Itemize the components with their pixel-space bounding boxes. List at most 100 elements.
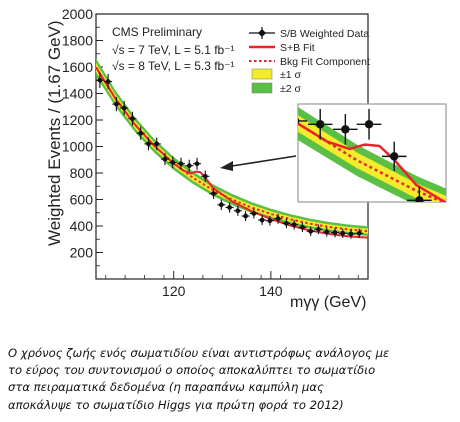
inset-point-marker [364,120,374,129]
data-point-marker [138,130,144,136]
higgs-diphoton-chart: Weighted Events / (1.67 GeV) mγγ (GeV) C… [45,6,447,311]
data-point-marker [202,173,208,179]
legend-label-2sigma: ±2 σ [280,83,302,95]
zoom-arrow [220,155,297,171]
data-point [217,199,226,210]
inset-point-marker [439,225,447,233]
y-tick-label: 1000 [62,139,93,155]
band-1sigma [96,62,368,234]
data-point [136,126,145,140]
data-point-marker [146,141,151,147]
data-point [258,215,267,225]
inset-point-marker [390,152,399,161]
data-point-marker [324,229,330,235]
data-point [249,208,258,219]
data-point [338,228,347,238]
x-tick-label: 120 [162,283,186,299]
data-point-marker [259,217,265,223]
data-point-marker [251,211,257,216]
data-point-marker [300,224,305,230]
inset-point-marker [316,120,325,129]
y-tick-label: 1600 [62,59,93,75]
inset-data-point [307,108,333,140]
data-point [330,227,340,238]
data-point [355,228,364,238]
data-point-marker [170,160,176,165]
data-point-marker [218,202,224,208]
data-point-marker [356,230,362,236]
data-point [225,202,234,213]
caption-line: αποκάλυψε το σωματίδιο Higgs για πρώτη φ… [8,397,344,412]
data-points [95,72,364,239]
y-ticks: 200 400 600 800 1000 1200 1400 1600 1800 2000 [62,6,103,267]
data-point-marker [154,141,160,147]
data-point [298,222,307,233]
data-point-marker [121,105,127,111]
data-point [104,73,113,90]
caption-line: στα πειραματικά δεδομένα (η παραπάνω καμ… [8,380,324,395]
legend-label-bkg: Bkg Fit Component [280,56,370,68]
inset-point-marker [415,196,424,202]
data-point-marker [284,220,289,226]
data-point [120,100,129,116]
legend-swatch-1sigma [251,68,273,80]
y-tick-label: 2000 [62,6,93,22]
legend-swatch-2sigma [251,82,273,94]
inset-data-point [356,108,382,140]
data-point-marker [97,77,103,83]
data-point [282,218,291,229]
subtitle-line-2: √s = 8 TeV, L = 5.3 fb⁻¹ [112,59,235,73]
data-point [274,213,283,224]
x-ticks: 120 140 [105,271,359,299]
legend-label-data: S/B Weighted Data [280,28,369,40]
figure-caption: Ο χρόνος ζωής ενός σωματιδίου είναι αντι… [8,345,454,414]
inset-data-point [381,141,407,172]
subtitle-line-1: √s = 7 TeV, L = 5.1 fb⁻¹ [112,43,235,57]
y-tick-label: 800 [70,165,94,181]
data-point [233,205,242,216]
data-point [241,211,250,222]
inset-data-point [333,114,358,145]
caption-line: Ο χρόνος ζωής ενός σωματιδίου είναι αντι… [8,346,390,360]
data-point [144,137,153,151]
data-point [201,170,210,183]
data-point-marker [316,226,321,232]
inset-sb-line [298,122,446,202]
legend: S/B Weighted Data S+B Fit Bkg Fit Compon… [249,27,370,95]
y-tick-label: 200 [70,245,94,261]
legend-marker-diamond [258,29,266,37]
data-point [346,229,356,239]
data-point [168,156,177,169]
data-point [192,157,202,170]
data-point-marker [332,230,338,236]
data-point-marker [130,116,135,122]
inset-bkg-line [298,122,446,202]
legend-label-sb: S+B Fit [280,42,315,54]
y-tick-label: 600 [70,192,94,208]
data-point-marker [211,191,216,196]
data-point [306,226,315,236]
data-point [290,219,299,230]
data-point [160,152,170,166]
y-tick-label: 1400 [62,86,93,102]
data-point-marker [114,101,119,107]
inset-data-point [407,186,432,202]
x-axis-label: mγγ (GeV) [290,294,366,311]
data-point-marker [235,208,241,214]
data-point-marker [267,218,273,224]
data-point [209,188,218,199]
data-point-marker [194,161,200,167]
y-tick-label: 1200 [62,112,93,128]
data-point-marker [105,79,111,84]
y-tick-label: 1800 [62,33,93,49]
data-point [185,159,194,172]
inset-point-marker [298,117,300,124]
data-point [176,157,186,170]
data-point-marker [227,205,232,210]
data-point [128,111,137,126]
data-point-marker [162,156,168,162]
data-point-marker [348,231,354,237]
x-tick-label: 140 [259,283,283,299]
data-point [322,227,331,237]
data-point-marker [275,216,281,222]
